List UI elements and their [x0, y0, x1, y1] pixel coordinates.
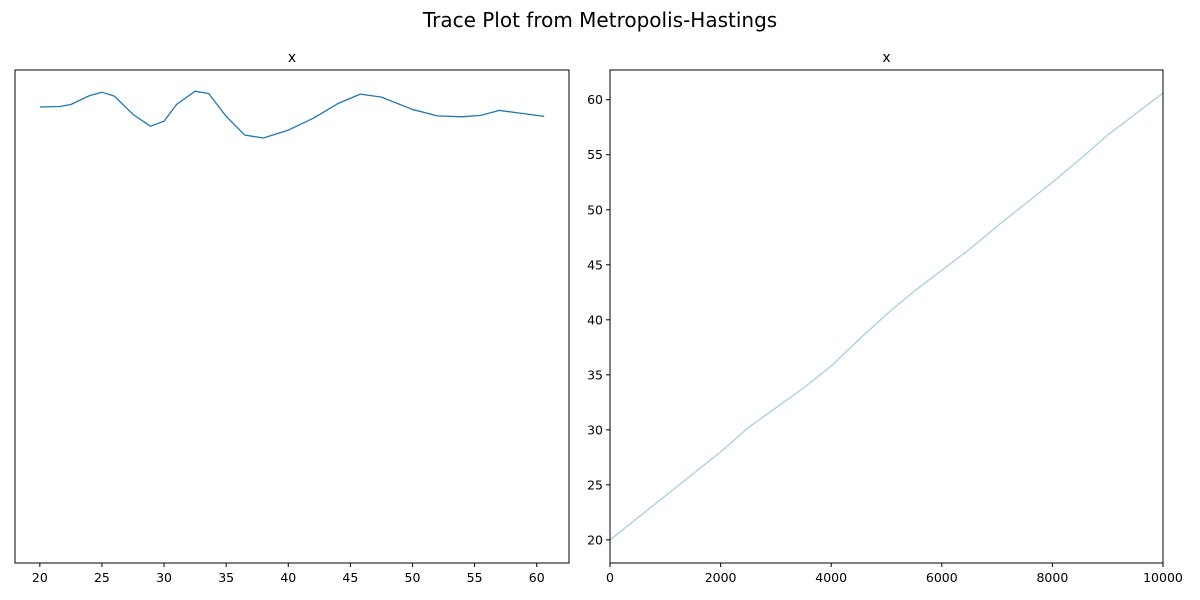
y-tick-label: 25 — [587, 477, 603, 492]
subplot-title: x — [882, 50, 890, 66]
y-tick-label: 50 — [587, 202, 603, 217]
y-tick-label: 30 — [587, 422, 603, 437]
x-tick-label: 50 — [405, 570, 421, 585]
x-tick-label: 55 — [467, 570, 483, 585]
x-tick-label: 60 — [529, 570, 545, 585]
x-tick-label: 20 — [32, 570, 48, 585]
figure-title: Trace Plot from Metropolis-Hastings — [422, 8, 778, 32]
x-tick-label: 8000 — [1036, 570, 1068, 585]
subplot-2: 0 2000 4000 6000 8000 10000 20 25 30 35 40 45 50 55 60… — [587, 50, 1183, 585]
series-line-1 — [610, 92, 1163, 541]
x-tick-label: 4000 — [815, 570, 847, 585]
x-tick-label: 6000 — [926, 570, 958, 585]
y-tick-label: 45 — [587, 257, 603, 272]
y-tick-label: 55 — [587, 147, 603, 162]
y-tick-label: 20 — [587, 532, 603, 547]
series-line-1 — [39, 90, 545, 139]
x-tick-label: 0 — [606, 570, 614, 585]
x-tick-label: 40 — [280, 570, 296, 585]
axes-frame — [14, 69, 570, 564]
y-tick-label: 35 — [587, 367, 603, 382]
y-tick-label: 40 — [587, 312, 603, 327]
x-tick-label: 30 — [156, 570, 172, 585]
x-tick-label: 25 — [94, 570, 110, 585]
x-tick-label: 45 — [342, 570, 358, 585]
y-tick-label: 60 — [587, 92, 603, 107]
subplot-title: x — [288, 50, 296, 66]
subplot-1: 20 25 30 35 40 45 50 55 60 x — [14, 50, 570, 585]
x-tick-label: 2000 — [705, 570, 737, 585]
x-tick-label: 35 — [218, 570, 234, 585]
x-tick-label: 10000 — [1143, 570, 1183, 585]
axes-frame — [609, 69, 1164, 564]
